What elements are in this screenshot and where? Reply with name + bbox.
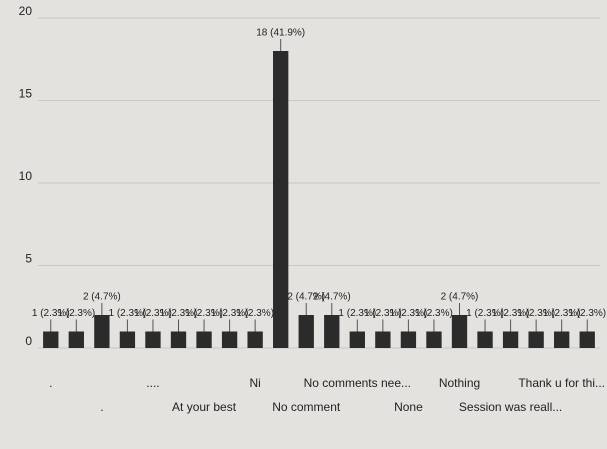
data-label: 1 (2.3%) [32, 308, 70, 319]
data-label: 2 (4.7%) [83, 292, 121, 303]
bar [324, 315, 340, 348]
data-label: 1 (2.3%) [492, 308, 530, 319]
data-label: 1 (2.3%) [160, 308, 198, 319]
x-tick-label: Thank u for thi... [518, 376, 605, 390]
data-label: 1 (2.3%) [236, 308, 274, 319]
x-tick-label: None [394, 400, 423, 414]
bar [451, 315, 468, 348]
x-tick-label: No comment [272, 400, 341, 414]
x-tick-label: . [49, 376, 52, 390]
y-tick-label: 0 [25, 334, 32, 348]
data-label: 2 (4.7%) [313, 292, 351, 303]
data-label: 1 (2.3%) [466, 308, 504, 319]
bar [477, 331, 493, 348]
data-label: 2 (4.7%) [287, 292, 325, 303]
data-label: 2 (4.7%) [441, 292, 479, 303]
bar [554, 331, 570, 348]
data-label: 1 (2.3%) [338, 308, 376, 319]
bar [196, 331, 212, 348]
x-tick-label: Nothing [439, 376, 480, 390]
x-tick-label: .... [146, 376, 159, 390]
bar [528, 331, 544, 348]
x-tick-label: No comments nee... [304, 376, 411, 390]
data-label: 1 (2.3%) [109, 308, 147, 319]
data-label: 1 (2.3%) [517, 308, 555, 319]
x-tick-label: At your best [172, 400, 237, 414]
y-tick-label: 10 [19, 169, 33, 183]
data-label: 1 (2.3%) [390, 308, 428, 319]
data-label: 1 (2.3%) [57, 308, 95, 319]
data-label: 1 (2.3%) [364, 308, 402, 319]
bar [247, 331, 263, 348]
y-tick-label: 5 [25, 252, 32, 266]
bar [400, 331, 417, 348]
data-label: 1 (2.3%) [543, 308, 581, 319]
bar [273, 51, 289, 348]
bar [43, 331, 59, 348]
bar [94, 315, 110, 348]
bar [145, 331, 161, 348]
x-tick-label: Session was reall... [459, 400, 562, 414]
y-tick-label: 20 [19, 4, 33, 18]
bar [375, 331, 391, 348]
bar [349, 331, 365, 348]
data-label: 1 (2.3%) [211, 308, 249, 319]
bar [298, 315, 314, 348]
x-tick-label: . [100, 400, 103, 414]
data-label: 1 (2.3%) [134, 308, 172, 319]
data-label: 1 (2.3%) [185, 308, 223, 319]
bar [68, 331, 84, 348]
y-tick-label: 15 [19, 87, 33, 101]
x-tick-label: Ni [249, 376, 260, 390]
bar [502, 331, 519, 348]
bar [221, 331, 238, 348]
bar [579, 331, 595, 348]
data-label: 18 (41.9%) [256, 28, 305, 39]
bar [426, 331, 442, 348]
data-label: 1 (2.3%) [568, 308, 606, 319]
data-label: 1 (2.3%) [415, 308, 453, 319]
bar [119, 331, 136, 348]
bar [170, 331, 187, 348]
